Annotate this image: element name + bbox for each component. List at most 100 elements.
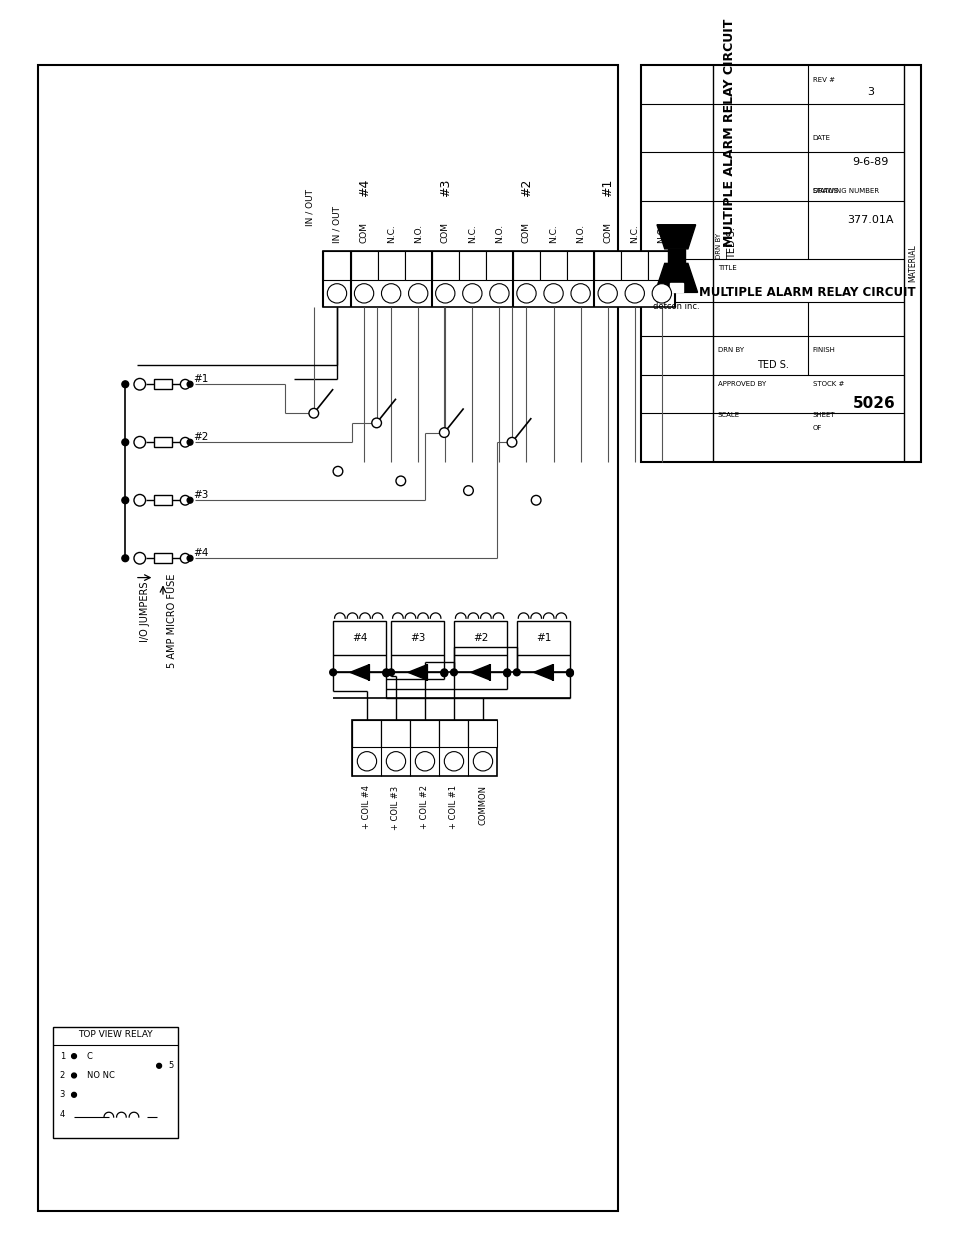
Text: N.C.: N.C. xyxy=(386,225,395,243)
Text: #3: #3 xyxy=(438,179,452,198)
Text: MULTIPLE ALARM RELAY CIRCUIT: MULTIPLE ALARM RELAY CIRCUIT xyxy=(722,19,735,247)
Bar xyxy=(410,720,439,747)
Circle shape xyxy=(133,494,146,506)
Bar xyxy=(454,621,507,655)
Circle shape xyxy=(408,284,428,303)
Text: 5: 5 xyxy=(168,1061,173,1071)
Bar xyxy=(154,553,172,563)
Bar xyxy=(323,251,675,308)
Text: SCALE: SCALE xyxy=(718,412,740,419)
Circle shape xyxy=(122,496,129,504)
Text: #3: #3 xyxy=(410,634,425,643)
Text: MATERIAL: MATERIAL xyxy=(908,245,917,283)
Bar xyxy=(38,65,618,1210)
Polygon shape xyxy=(533,664,553,680)
Text: STOCK #: STOCK # xyxy=(812,382,843,388)
Bar xyxy=(458,251,485,280)
Circle shape xyxy=(133,436,146,448)
Text: TITLE: TITLE xyxy=(718,266,736,272)
Text: #2: #2 xyxy=(193,432,208,442)
Circle shape xyxy=(187,556,193,561)
Circle shape xyxy=(513,669,519,676)
Text: TED S.: TED S. xyxy=(726,227,736,258)
Circle shape xyxy=(333,467,342,475)
Text: 3: 3 xyxy=(60,1091,65,1099)
Text: #1: #1 xyxy=(536,634,551,643)
Text: #2: #2 xyxy=(473,634,488,643)
Polygon shape xyxy=(667,249,684,263)
Circle shape xyxy=(462,284,481,303)
Circle shape xyxy=(531,495,540,505)
Text: DRN BY: DRN BY xyxy=(718,347,743,353)
Text: + COIL #1: + COIL #1 xyxy=(449,785,458,830)
Text: 377.01A: 377.01A xyxy=(846,215,893,225)
Circle shape xyxy=(180,437,190,447)
Polygon shape xyxy=(471,664,490,680)
Text: IN / OUT: IN / OUT xyxy=(305,189,314,226)
Bar xyxy=(620,251,648,280)
Text: STATUS: STATUS xyxy=(812,188,838,194)
Circle shape xyxy=(71,1093,76,1097)
Bar xyxy=(377,251,404,280)
Bar xyxy=(594,251,620,280)
Text: N.O.: N.O. xyxy=(414,224,422,243)
Circle shape xyxy=(382,669,389,677)
Bar xyxy=(485,251,513,280)
Text: 9-6-89: 9-6-89 xyxy=(852,157,888,167)
Circle shape xyxy=(330,669,336,676)
Text: N.C.: N.C. xyxy=(467,225,476,243)
Text: DRAWING NUMBER: DRAWING NUMBER xyxy=(812,188,878,194)
Circle shape xyxy=(503,669,510,676)
Text: N.O.: N.O. xyxy=(576,224,584,243)
Text: MULTIPLE ALARM RELAY CIRCUIT: MULTIPLE ALARM RELAY CIRCUIT xyxy=(699,285,915,299)
Circle shape xyxy=(122,380,129,388)
Text: #3: #3 xyxy=(193,490,208,500)
Text: DRN BY: DRN BY xyxy=(715,232,721,258)
Text: FINISH: FINISH xyxy=(812,347,835,353)
Text: NO NC: NO NC xyxy=(87,1071,114,1079)
Text: TOP VIEW RELAY: TOP VIEW RELAY xyxy=(78,1030,152,1040)
Bar xyxy=(517,621,569,655)
Circle shape xyxy=(180,495,190,505)
Circle shape xyxy=(598,284,617,303)
Bar xyxy=(352,720,497,776)
Circle shape xyxy=(652,284,671,303)
Text: N.O.: N.O. xyxy=(495,224,503,243)
Circle shape xyxy=(381,284,400,303)
Text: 5 AMP MICRO FUSE: 5 AMP MICRO FUSE xyxy=(167,574,176,668)
Circle shape xyxy=(473,752,492,771)
Text: + COIL #3: + COIL #3 xyxy=(391,785,400,830)
Circle shape xyxy=(566,669,573,677)
Circle shape xyxy=(439,427,449,437)
Circle shape xyxy=(386,752,405,771)
Circle shape xyxy=(354,284,374,303)
Polygon shape xyxy=(408,664,427,680)
Circle shape xyxy=(566,669,573,676)
Text: 2: 2 xyxy=(60,1071,65,1079)
Circle shape xyxy=(309,409,318,419)
Bar xyxy=(639,65,920,462)
Circle shape xyxy=(122,438,129,446)
Text: COM: COM xyxy=(440,222,449,243)
Circle shape xyxy=(133,378,146,390)
Text: #4: #4 xyxy=(357,179,370,198)
Circle shape xyxy=(187,382,193,387)
Text: SHEET: SHEET xyxy=(812,412,835,419)
Text: I/O JUMPERS: I/O JUMPERS xyxy=(139,582,150,642)
Circle shape xyxy=(395,475,405,485)
Circle shape xyxy=(440,669,447,676)
Text: #2: #2 xyxy=(519,179,533,198)
Text: N.O.: N.O. xyxy=(657,224,665,243)
Bar xyxy=(468,720,497,747)
Circle shape xyxy=(387,669,395,676)
Text: N.C.: N.C. xyxy=(630,225,639,243)
Circle shape xyxy=(122,555,129,562)
Text: COM: COM xyxy=(521,222,531,243)
Bar xyxy=(352,720,381,747)
Text: TED S.: TED S. xyxy=(756,359,787,370)
Text: COMMON: COMMON xyxy=(478,785,487,825)
Circle shape xyxy=(463,485,473,495)
Text: APPROVED BY: APPROVED BY xyxy=(718,382,765,388)
Circle shape xyxy=(133,552,146,564)
Circle shape xyxy=(444,752,463,771)
